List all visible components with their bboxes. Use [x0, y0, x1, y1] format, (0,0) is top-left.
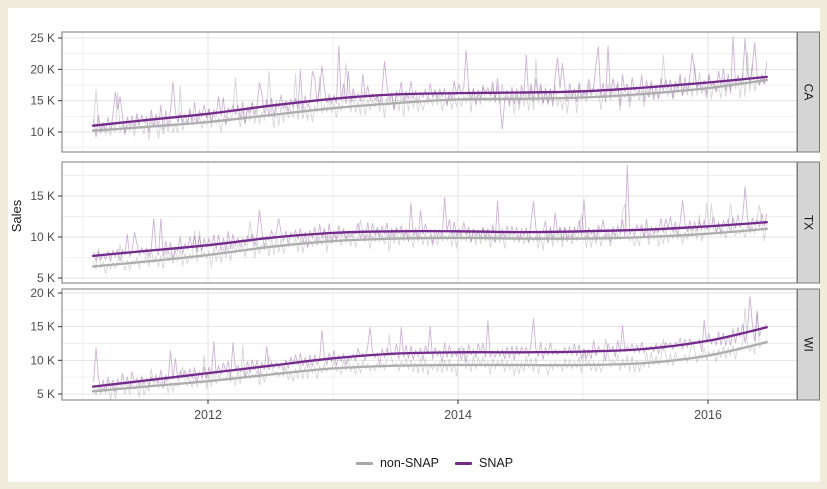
panel-background — [62, 162, 797, 283]
facet-strip — [797, 31, 820, 153]
smooth-series-snap — [91, 326, 768, 388]
y-tick-label: 10 K — [30, 125, 55, 139]
y-tick-label: 20 K — [30, 286, 55, 300]
series-group — [91, 164, 768, 275]
smooth-series-snap — [91, 75, 768, 127]
smooth-series-non-snap — [91, 341, 768, 393]
legend-label-snap: SNAP — [479, 456, 514, 470]
x-tick-label: 2016 — [694, 408, 722, 422]
snap-line-key-icon — [455, 461, 472, 465]
y-tick-label: 5 K — [37, 271, 55, 285]
smooth-series-non-snap — [91, 78, 768, 132]
x-tick-label: 2014 — [444, 408, 472, 422]
series-group — [91, 295, 768, 400]
x-tick-label: 2012 — [194, 408, 222, 422]
y-axis-title: Sales — [9, 199, 24, 233]
y-tick-label: 15 K — [30, 94, 55, 108]
facet-strip — [797, 288, 820, 401]
facet-strip-label: TX — [802, 215, 816, 230]
non-snap-line-key-icon — [355, 461, 373, 465]
y-tick-label: 10 K — [30, 230, 55, 244]
facet-strip-label: WI — [802, 337, 816, 352]
legend: non-SNAP SNAP — [42, 456, 827, 470]
facet-panel-tx: TX 5 K 10 K 15 K — [30, 161, 820, 285]
y-tick-label: 5 K — [37, 387, 55, 401]
raw-series-snap — [93, 164, 768, 263]
facet-strip-label: CA — [802, 84, 816, 101]
y-tick-label: 25 K — [30, 31, 55, 45]
y-tick-label: 15 K — [30, 320, 55, 334]
y-tick-label: 15 K — [30, 189, 55, 203]
legend-item-non-snap: non-SNAP — [355, 456, 439, 470]
panel-background — [62, 289, 797, 400]
legend-item-snap: SNAP — [455, 456, 513, 470]
smooth-series-non-snap — [91, 227, 768, 268]
facet-strip — [797, 161, 820, 284]
y-tick-label: 20 K — [30, 62, 55, 76]
y-tick-label: 10 K — [30, 353, 55, 367]
facet-panel-ca: CA 10 K 15 K 20 K 25 K — [30, 31, 820, 153]
smooth-series-snap — [91, 221, 768, 258]
series-group — [91, 36, 768, 140]
facet-panel-wi: WI 5 K 10 K 15 K 20 K — [30, 286, 820, 401]
legend-label-non-snap: non-SNAP — [379, 456, 439, 470]
